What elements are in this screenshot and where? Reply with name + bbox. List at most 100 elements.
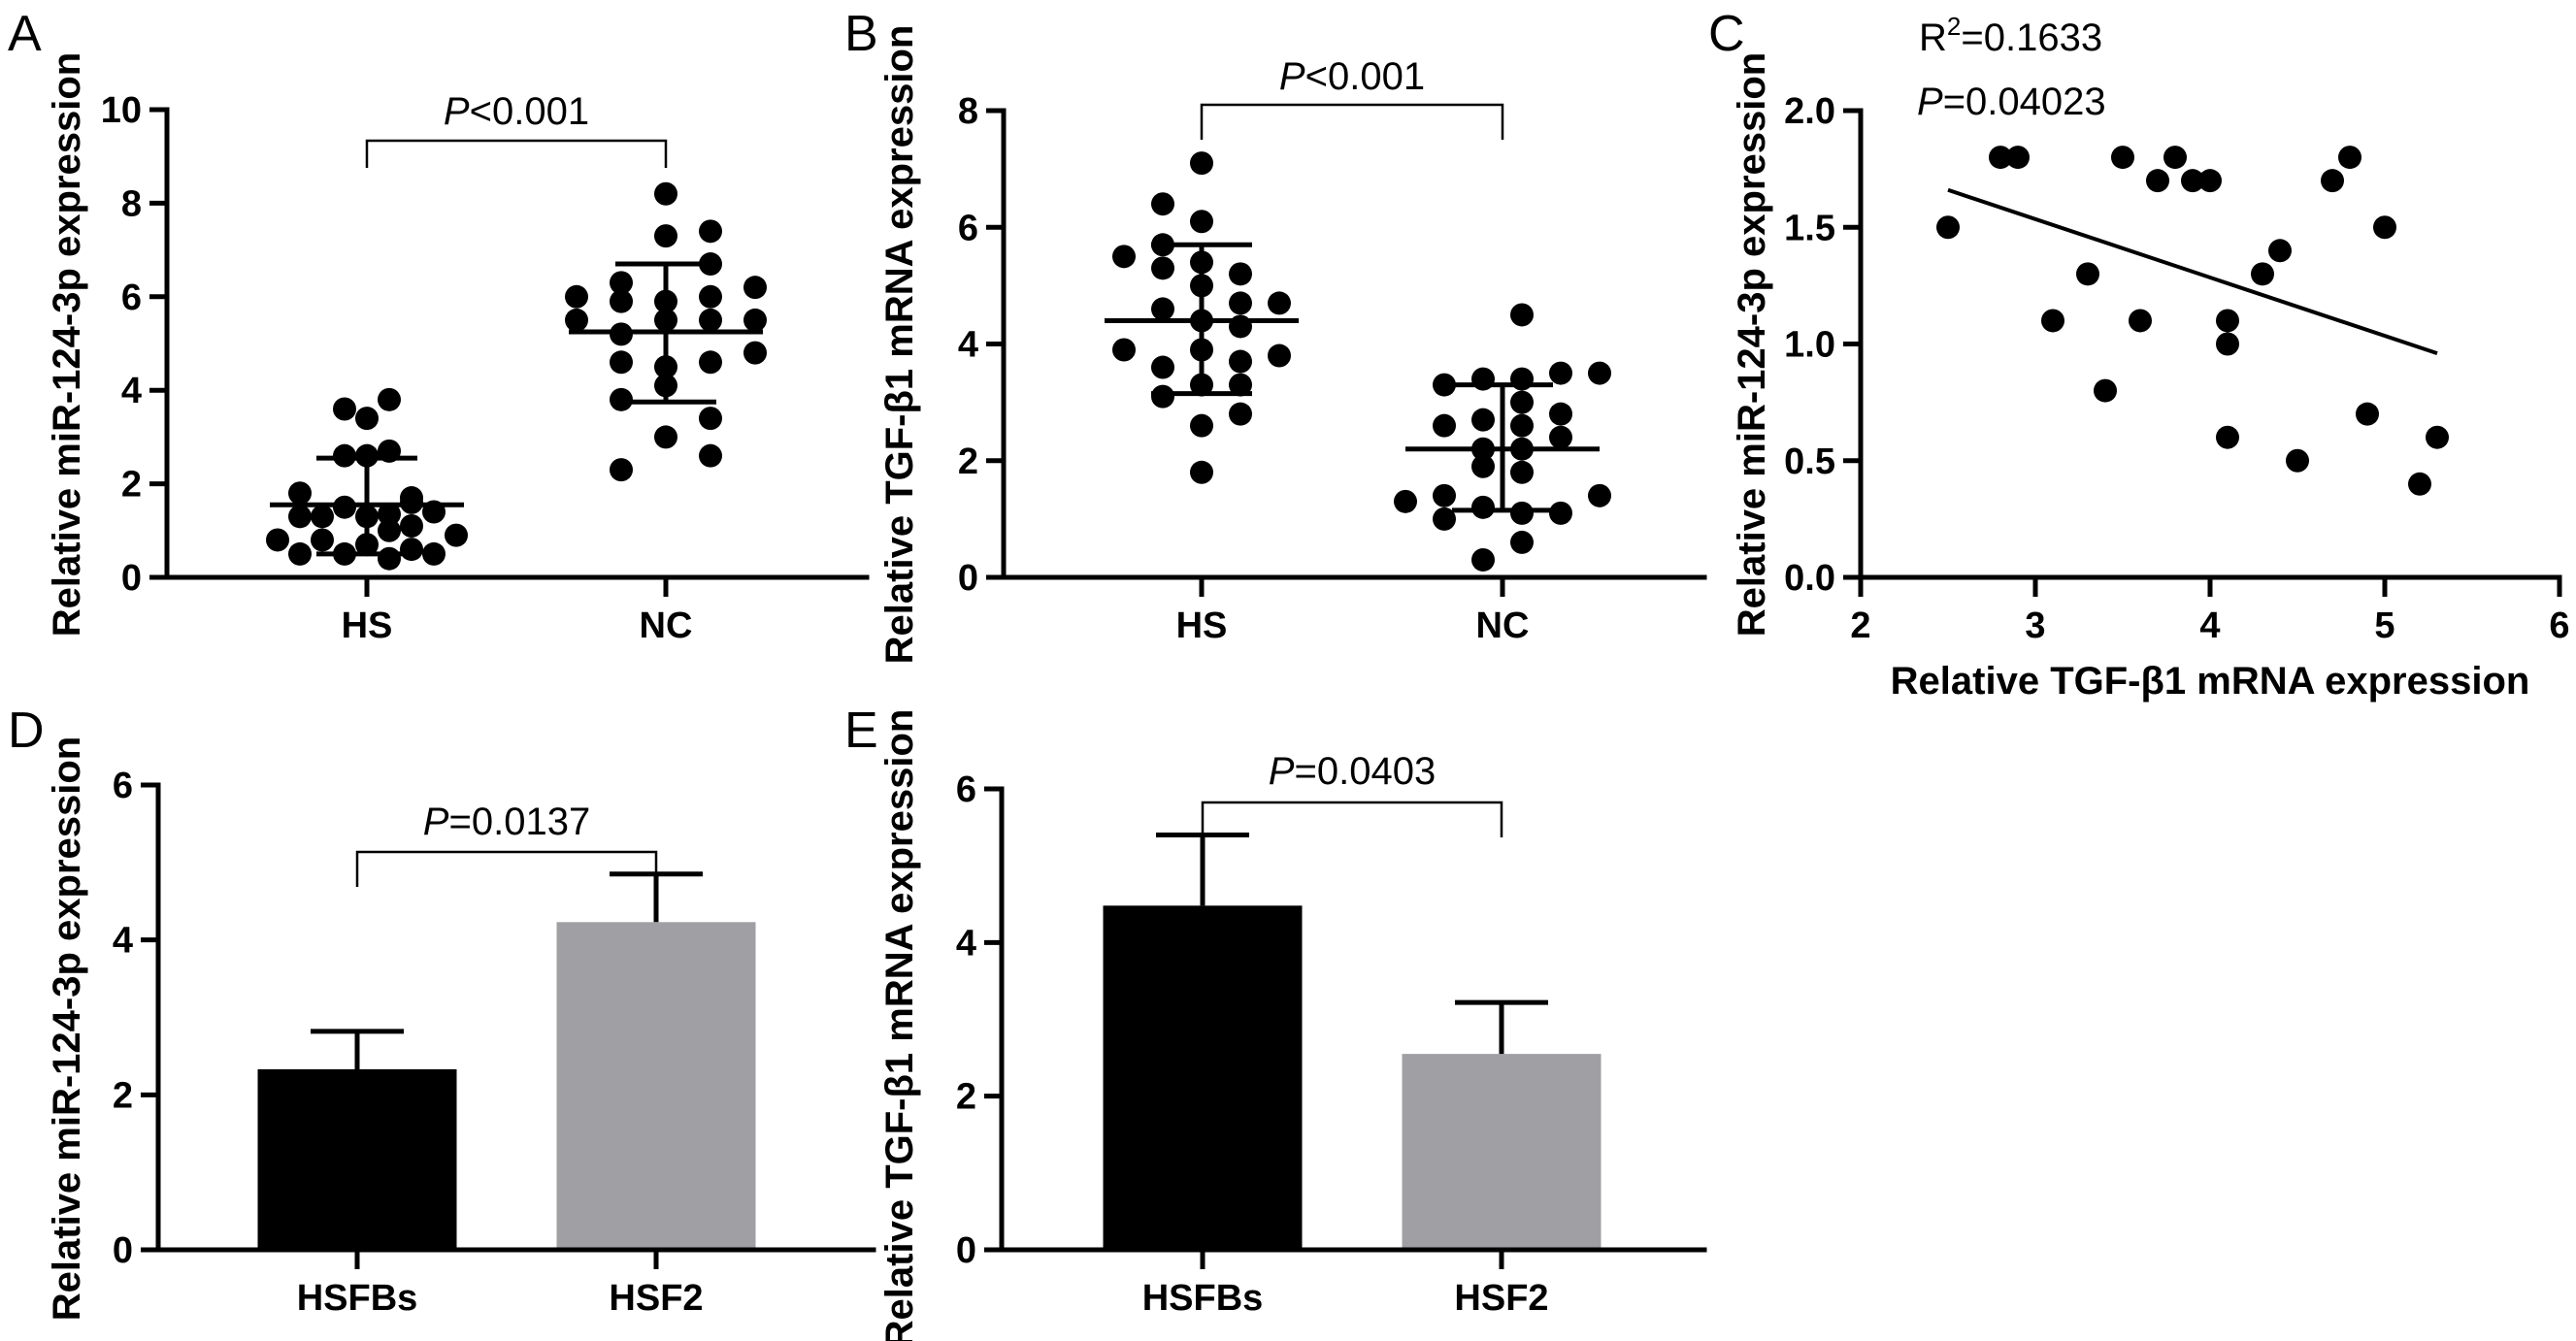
- panel-d-y-tick-label: 2: [113, 1075, 133, 1116]
- panel-c-y-tick-label: 2.0: [1784, 91, 1835, 132]
- panel-b-data-point: [1510, 303, 1534, 327]
- panel-a-y-tick-label: 4: [121, 371, 142, 411]
- panel-c-x-tick-label: 5: [2374, 605, 2394, 646]
- panel-e-y-tick-label: 2: [956, 1077, 976, 1118]
- panel-c-r-squared-value: =0.1633: [1961, 16, 2102, 59]
- panel-a-data-point: [565, 284, 588, 309]
- panel-c-y-tick-label: 0.5: [1784, 442, 1835, 482]
- panel-b-data-point: [1549, 501, 1572, 525]
- panel-a-data-point: [422, 541, 446, 566]
- panel-b-p-italic: P: [1279, 55, 1305, 98]
- panel-b-data-point: [1151, 384, 1174, 409]
- panel-a-y-tick-label: 0: [121, 558, 142, 599]
- panel-b-data-point: [1471, 408, 1495, 432]
- panel-c-data-point: [2198, 169, 2222, 193]
- panel-a-data-point: [699, 350, 722, 375]
- panel-c-x-tick-label: 2: [1850, 605, 1870, 646]
- panel-c-x-tick-label: 4: [2199, 605, 2220, 646]
- panel-d-significance-bracket: [355, 850, 658, 887]
- panel-c-data-point: [2006, 146, 2030, 170]
- panel-e-x-tick-label: HSF2: [1454, 1278, 1548, 1319]
- panel-a-data-point: [699, 308, 722, 332]
- panel-e-y-axis-title: Relative TGF-β1 mRNA expression: [878, 709, 921, 1341]
- panel-b-y-tick-label: 2: [958, 442, 978, 482]
- panel-a-x-tick-label: HS: [342, 605, 393, 646]
- panel-c-data-point: [1936, 215, 1960, 240]
- panel-c-data-point: [2426, 425, 2449, 449]
- panel-b-data-point: [1229, 262, 1252, 286]
- panel-d-bar-hsf2: [556, 922, 756, 1250]
- panel-e-bar-hsfbs: [1103, 905, 1303, 1250]
- panel-b-data-point: [1190, 210, 1213, 234]
- panel-c-r-squared-label: R2=0.1633: [1919, 12, 2102, 59]
- panel-b-data-point: [1433, 373, 1456, 397]
- panel-b-x-tick-label: NC: [1476, 605, 1530, 646]
- panel-c-data-point: [2216, 425, 2239, 449]
- panel-a-x-tick-label: NC: [640, 605, 693, 646]
- panel-a-data-point: [288, 481, 312, 506]
- panel-e-p-value: =0.0403: [1294, 750, 1436, 793]
- panel-a-y-tick-label: 2: [121, 465, 142, 506]
- panel-b-y-tick-label: 0: [958, 558, 978, 599]
- panel-c-data-point: [2321, 169, 2344, 193]
- panel-a-data-point: [743, 276, 767, 300]
- panel-b-data-point: [1229, 291, 1252, 315]
- panel-a-data-point: [610, 458, 633, 482]
- panel-a-data-point: [699, 407, 722, 431]
- panel-a-data-point: [266, 528, 289, 552]
- panel-b-data-point: [1190, 151, 1213, 176]
- panel-c-data-point: [2146, 169, 2169, 193]
- panel-b-data-point: [1190, 413, 1213, 438]
- panel-b-data-point: [1510, 530, 1534, 554]
- panel-c-data-point: [2094, 378, 2117, 403]
- panel-b-data-point: [1190, 460, 1213, 484]
- panel-b-p-value: <0.001: [1305, 55, 1425, 98]
- panel-c-data-point: [2216, 332, 2239, 356]
- panel-b-data-point: [1471, 495, 1495, 519]
- panel-b-chart: 0 2 4 6 8 HS NC P<0.001: [958, 55, 1707, 646]
- panel-b-data-point: [1549, 361, 1572, 385]
- panel-b-data-point: [1433, 483, 1456, 507]
- panel-b-y-tick-label: 6: [958, 208, 978, 248]
- panel-b-data-point: [1151, 297, 1174, 321]
- panel-d-p-value: =0.0137: [448, 801, 590, 843]
- panel-b-data-point: [1151, 355, 1174, 379]
- panel-e-significance-bracket: [1201, 801, 1503, 837]
- panel-e-chart: 0 2 4 6 HSFBs HSF2 P=0.0403: [956, 750, 1707, 1319]
- panel-a-chart: 0 2 4 6 8 10 HS NC P<0.001: [101, 90, 870, 646]
- panel-c-y-tick-label: 1.5: [1784, 208, 1835, 248]
- panel-d-y-tick-label: 0: [113, 1230, 133, 1271]
- panel-b-x-tick-label: HS: [1176, 605, 1228, 646]
- panel-c-p-italic: P: [1917, 81, 1943, 123]
- panel-a-data-point: [654, 181, 677, 206]
- panel-a-data-point: [743, 341, 767, 365]
- panel-a-data-point: [699, 443, 722, 468]
- panel-c-y-tick-label: 1.0: [1784, 325, 1835, 366]
- panel-b-y-tick-label: 8: [958, 91, 978, 132]
- panel-a-data-point: [699, 284, 722, 309]
- panel-a-data-point: [610, 271, 633, 295]
- panel-a-data-point: [565, 308, 588, 332]
- panel-e-p-value-label: P=0.0403: [1269, 750, 1436, 793]
- panel-a-data-point: [699, 219, 722, 244]
- panel-c-data-point: [2356, 402, 2379, 426]
- panel-b-data-point: [1433, 413, 1456, 438]
- panel-d-bar-hsfbs: [257, 1068, 457, 1250]
- panel-b-data-point: [1112, 338, 1136, 362]
- panel-letter-e: E: [844, 703, 878, 759]
- panel-b-data-point: [1510, 390, 1534, 414]
- panel-letter-a: A: [8, 6, 42, 62]
- panel-c-data-point: [2076, 262, 2099, 286]
- panel-e-y-tick-label: 0: [956, 1230, 976, 1271]
- panel-a-data-point: [400, 538, 423, 562]
- panel-b-y-tick-label: 4: [958, 325, 978, 366]
- panel-a-data-point: [400, 513, 423, 538]
- panel-c-data-point: [2163, 146, 2187, 170]
- panel-d-y-tick-label: 6: [113, 766, 133, 806]
- panel-c-data-point: [2129, 309, 2152, 333]
- panel-c-r-superscript: 2: [1947, 12, 1961, 41]
- panel-e-y-tick-label: 4: [956, 923, 976, 964]
- panel-a-data-point: [654, 224, 677, 248]
- panel-letter-c: C: [1708, 6, 1745, 62]
